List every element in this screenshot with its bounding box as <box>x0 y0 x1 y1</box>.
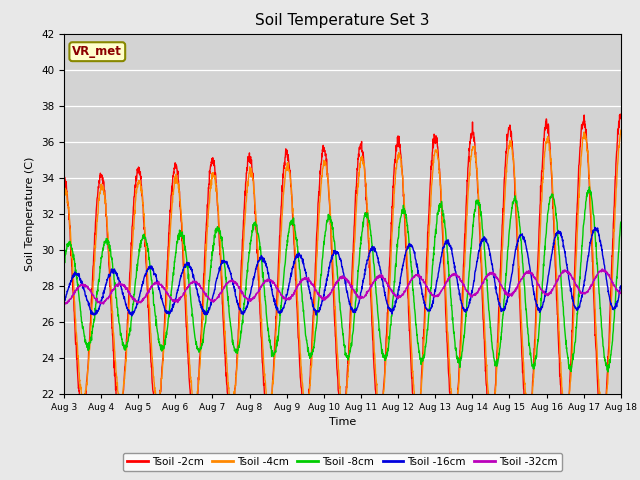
X-axis label: Time: Time <box>329 417 356 427</box>
Title: Soil Temperature Set 3: Soil Temperature Set 3 <box>255 13 429 28</box>
Text: VR_met: VR_met <box>72 45 122 58</box>
Legend: Tsoil -2cm, Tsoil -4cm, Tsoil -8cm, Tsoil -16cm, Tsoil -32cm: Tsoil -2cm, Tsoil -4cm, Tsoil -8cm, Tsoi… <box>123 453 562 471</box>
Y-axis label: Soil Temperature (C): Soil Temperature (C) <box>26 156 35 271</box>
